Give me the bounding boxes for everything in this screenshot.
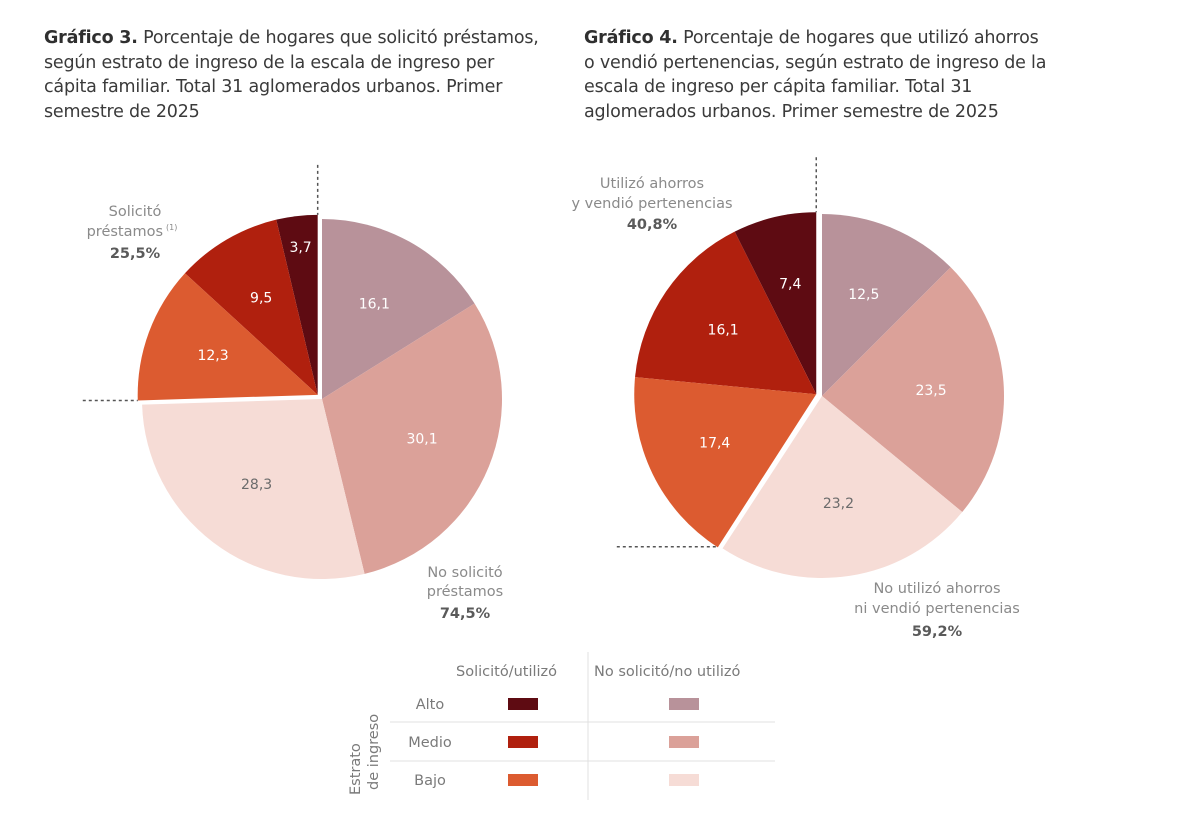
chart-3-label-yes-alto: 3,7 <box>289 240 311 256</box>
chart-4-slice-no-alto <box>822 214 951 396</box>
chart-3-slice-no-alto <box>322 219 475 399</box>
chart-4-title: Gráfico 4. Porcentaje de hogares que uti… <box>584 26 1054 124</box>
legend-swatch-no-bajo <box>669 774 699 786</box>
chart-3-group1-label-line1: Solicitó <box>109 204 162 220</box>
chart-4-slice-no-bajo <box>722 396 963 578</box>
chart-3-group1-total: 25,5% <box>110 246 161 262</box>
legend-col1-header: Solicitó/utilizó <box>456 664 557 680</box>
chart-4-title-text: Porcentaje de hogares que utilizó ahorro… <box>584 28 1047 122</box>
chart-3-label-no-alto: 16,1 <box>359 297 390 313</box>
legend-rows: Alto Medio Bajo <box>408 697 699 789</box>
chart-4-label-no-medio: 23,5 <box>915 383 946 399</box>
chart-3-title-text: Porcentaje de hogares que solicitó prést… <box>44 28 539 122</box>
chart-4-group2-label-line1: No utilizó ahorros <box>873 581 1000 597</box>
chart-4-slice-yes-medio <box>635 231 817 395</box>
chart-4-group2-label-line2: ni vendió pertenencias <box>854 601 1020 617</box>
chart-4-label-no-bajo: 23,2 <box>823 496 854 512</box>
chart-4-slice-no-medio <box>822 267 1004 513</box>
chart-3-label-no-bajo: 28,3 <box>241 477 272 493</box>
chart-3-group1-label-line2-text: préstamos <box>87 224 163 240</box>
legend-swatch-no-alto <box>669 698 699 710</box>
chart-3-group2-label-line1: No solicitó <box>427 565 502 581</box>
chart-4-label-yes-alto: 7,4 <box>779 276 801 292</box>
legend-swatch-no-medio <box>669 736 699 748</box>
legend-row-label-alto: Alto <box>416 697 445 713</box>
chart-3-group2-total: 74,5% <box>440 606 491 622</box>
chart-3-label-no-medio: 30,1 <box>406 432 437 448</box>
chart-3-slice-yes-medio <box>184 219 318 395</box>
legend: Solicitó/utilizó No solicitó/no utilizó … <box>348 652 775 800</box>
chart-3-slice-yes-alto <box>276 214 318 395</box>
legend-axis-title-line1: Estrato <box>348 743 364 795</box>
chart-3-label-yes-bajo: 12,3 <box>197 348 228 364</box>
pie-chart-3: 16,1 30,1 28,3 3,7 9,5 12,3 <box>82 164 503 579</box>
chart-3-label-yes-medio: 9,5 <box>250 291 272 307</box>
chart-3-slice-no-medio <box>322 303 503 574</box>
chart-4-title-number: Gráfico 4. <box>584 28 678 48</box>
chart-4-label-yes-medio: 16,1 <box>708 323 739 339</box>
chart-3-group1-label-line2: préstamos (1) <box>87 223 178 240</box>
chart-3-slice-yes-bajo <box>137 273 318 401</box>
chart-4-label-no-alto: 12,5 <box>848 287 879 303</box>
chart-4-slice-yes-bajo <box>634 377 817 548</box>
chart-3-title: Gráfico 3. Porcentaje de hogares que sol… <box>44 26 549 124</box>
chart-3-footnote-mark: (1) <box>166 223 177 232</box>
chart-4-slice-yes-alto <box>734 212 817 395</box>
legend-axis-title-line2: de ingreso <box>366 714 382 790</box>
chart-4-group1-total: 40,8% <box>627 217 678 233</box>
chart-3-title-number: Gráfico 3. <box>44 28 138 48</box>
chart-3-slice-no-bajo <box>142 399 365 579</box>
chart-4-group1-label-line1: Utilizó ahorros <box>600 176 704 192</box>
legend-swatch-yes-medio <box>508 736 538 748</box>
legend-swatch-yes-alto <box>508 698 538 710</box>
chart-4-group1-label-line2: y vendió pertenencias <box>571 196 732 212</box>
legend-swatch-yes-bajo <box>508 774 538 786</box>
pie-chart-4: 12,5 23,5 23,2 7,4 16,1 17,4 <box>616 157 1004 578</box>
legend-col2-header: No solicitó/no utilizó <box>594 664 740 680</box>
chart-4-group2-total: 59,2% <box>912 624 963 640</box>
legend-row-label-bajo: Bajo <box>414 773 446 789</box>
chart-4-label-yes-bajo: 17,4 <box>699 436 730 452</box>
legend-row-label-medio: Medio <box>408 735 452 751</box>
chart-3-group2-label-line2: préstamos <box>427 584 503 600</box>
